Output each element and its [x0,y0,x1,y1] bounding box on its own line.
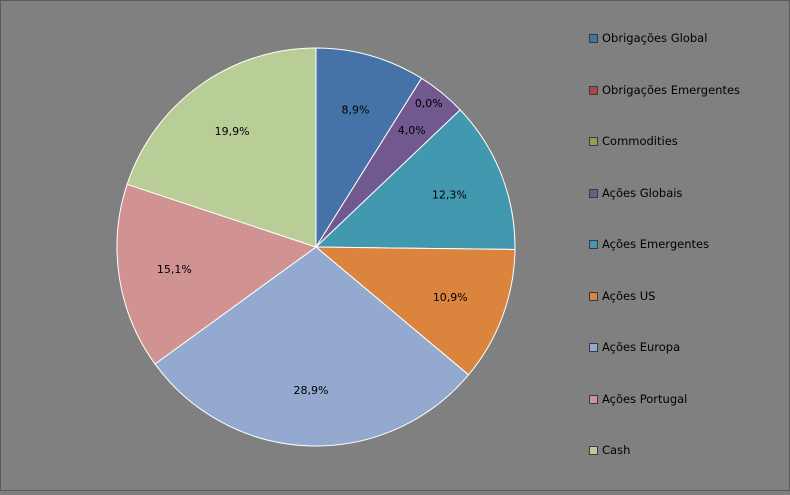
legend-label: Ações US [602,288,656,303]
pie-slice-5 [314,246,516,376]
legend-item-4: Ações Emergentes [589,237,787,289]
legend-swatch [589,291,598,301]
legend-item-7: Ações Portugal [589,392,787,444]
legend-label: Ações Europa [602,340,681,354]
legend-item-1: Obrigações Emergentes [589,83,787,135]
legend-label: Obrigações Global [602,31,708,45]
legend-swatch [589,85,598,95]
legend-swatch [589,137,598,146]
slice-data-label-8: 19,9% [215,125,250,138]
slice-data-label-3: 4,0% [398,124,426,137]
legend-item-3: Ações Globais [589,186,787,238]
legend-item-6: Ações Europa [589,340,787,392]
slice-data-label-6: 28,9% [294,384,329,397]
legend-item-8: Cash [589,443,787,495]
pie-slice-6 [154,246,470,447]
slice-data-label-0: 8,9% [342,103,370,116]
slice-data-label-5: 10,9% [433,291,468,304]
legend-swatch [589,188,598,198]
legend-label: Commodities [602,134,678,148]
legend-label: Ações Emergentes [602,237,710,251]
slice-data-label-4: 12,3% [432,189,467,202]
legend-item-0: Obrigações Global [589,31,787,83]
legend-item-5: Ações US [589,289,787,341]
pie-slice-8 [126,47,317,248]
legend-label: Obrigações Emergentes [602,82,741,97]
pie-slice-4 [314,109,516,251]
legend-swatch [589,34,598,43]
slice-data-label-7: 15,1% [157,263,192,276]
chart-legend: Obrigações Global Obrigações Emergentes Co… [589,31,787,495]
legend-label: Cash [602,443,631,457]
legend-swatch [589,446,598,455]
legend-label: Ações Globais [602,185,683,200]
legend-swatch [589,240,598,249]
legend-swatch [589,343,598,352]
legend-item-2: Commodities [589,134,787,186]
slice-data-label-1: 0,0% [415,97,443,110]
legend-swatch [589,394,598,404]
legend-label: Ações Portugal [602,391,688,406]
pie-slice-7 [116,183,318,365]
pie-slice-0 [315,47,423,249]
